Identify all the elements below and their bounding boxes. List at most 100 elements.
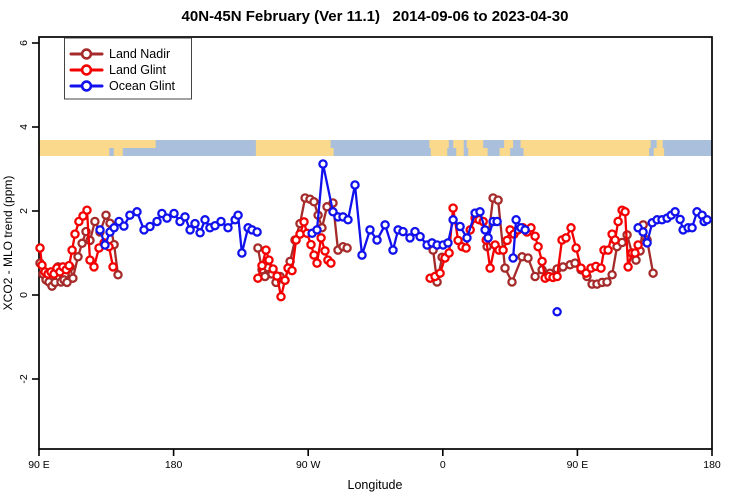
data-point xyxy=(253,273,263,283)
legend-marker xyxy=(80,80,93,92)
data-point xyxy=(357,250,367,260)
data-point xyxy=(299,217,309,227)
data-point xyxy=(633,240,643,250)
data-point xyxy=(195,228,205,238)
data-point xyxy=(185,225,195,235)
data-point xyxy=(306,239,316,250)
data-point xyxy=(520,225,530,235)
map-strip-land-span xyxy=(653,148,665,156)
data-point xyxy=(316,233,326,243)
data-point xyxy=(343,215,353,225)
data-point xyxy=(312,258,322,268)
data-point xyxy=(415,231,425,242)
data-point xyxy=(342,243,352,253)
data-point xyxy=(309,250,319,260)
data-point xyxy=(507,277,517,287)
data-point xyxy=(169,208,179,219)
data-point xyxy=(405,233,415,243)
map-strip-ocean-row xyxy=(39,140,712,148)
x-tick-label: 90 E xyxy=(28,459,50,471)
data-point xyxy=(264,255,274,265)
data-point xyxy=(380,220,390,230)
data-point xyxy=(596,263,606,273)
legend-label: Ocean Glint xyxy=(109,79,176,93)
data-point xyxy=(530,231,540,241)
data-point xyxy=(475,207,485,217)
data-point xyxy=(480,225,490,235)
data-point xyxy=(252,227,262,237)
data-point xyxy=(511,215,521,225)
map-strip-land-span xyxy=(499,148,511,156)
data-point xyxy=(101,210,111,220)
data-point xyxy=(326,258,336,268)
legend-marker xyxy=(80,48,93,60)
data-point xyxy=(152,216,162,227)
data-point xyxy=(35,243,45,253)
data-point xyxy=(62,277,72,288)
map-strip-ocean-row xyxy=(39,148,712,156)
data-point xyxy=(261,245,271,255)
data-point xyxy=(561,233,571,243)
legend-item: Land Nadir xyxy=(69,47,170,61)
map-strip-land-span xyxy=(453,140,464,148)
data-point xyxy=(571,243,581,253)
map-strip-land-span xyxy=(113,148,123,156)
data-point xyxy=(253,243,263,253)
x-tick-label: 180 xyxy=(165,459,183,471)
data-point xyxy=(610,235,620,245)
map-strip-land-span xyxy=(456,148,464,156)
data-point xyxy=(272,271,282,281)
data-point xyxy=(180,212,190,222)
data-point xyxy=(638,227,648,237)
data-point xyxy=(365,225,375,235)
data-point xyxy=(483,233,493,243)
y-tick-label: 2 xyxy=(18,208,30,214)
data-point xyxy=(257,260,267,271)
data-point xyxy=(216,216,226,227)
data-point xyxy=(461,243,471,253)
legend-item: Land Glint xyxy=(69,63,167,77)
data-point xyxy=(448,215,458,225)
data-point xyxy=(90,216,100,227)
data-point xyxy=(453,235,463,246)
data-point xyxy=(372,235,382,245)
plot-box xyxy=(38,36,713,450)
data-point xyxy=(552,307,562,317)
data-point xyxy=(68,273,78,283)
data-point xyxy=(642,238,652,248)
data-point xyxy=(318,159,328,169)
data-point xyxy=(462,233,472,243)
data-point xyxy=(162,213,172,223)
data-point xyxy=(623,262,633,272)
data-point xyxy=(237,248,247,258)
x-tick-label: 0 xyxy=(440,459,446,471)
data-point xyxy=(435,268,445,278)
data-point xyxy=(85,255,95,265)
legend: Land Nadir Land Glint Ocean Glint xyxy=(64,37,192,100)
data-point xyxy=(603,245,613,255)
x-axis: 90 E 180 90 W 0 90 E 180 xyxy=(28,449,721,471)
data-point xyxy=(675,214,685,225)
data-point xyxy=(280,275,290,286)
data-point xyxy=(320,246,330,256)
legend-marker xyxy=(80,64,93,76)
data-point xyxy=(73,252,83,262)
series-ocean-glint xyxy=(95,159,712,317)
data-point xyxy=(125,210,135,220)
data-point xyxy=(607,270,617,280)
map-strip-land-span xyxy=(523,148,650,156)
data-point xyxy=(82,205,92,215)
legend-label: Land Glint xyxy=(109,63,167,77)
data-point xyxy=(444,248,454,258)
data-point xyxy=(523,253,533,263)
map-strip-land-span xyxy=(39,148,110,156)
x-tick-label: 90 E xyxy=(567,459,589,471)
data-point xyxy=(485,263,495,273)
data-point xyxy=(95,225,105,235)
data-point xyxy=(448,203,458,213)
data-point xyxy=(276,291,286,302)
legend-item: Ocean Glint xyxy=(69,79,176,93)
data-point xyxy=(312,225,322,235)
data-point xyxy=(109,223,119,233)
